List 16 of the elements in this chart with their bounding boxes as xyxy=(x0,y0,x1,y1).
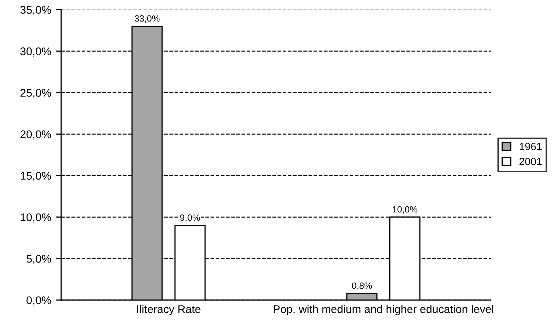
legend-label: 2001 xyxy=(520,158,542,166)
data-label: 0,8% xyxy=(352,282,372,290)
x-tick-label: Pop. with medium and higher education level xyxy=(274,305,494,316)
y-tick-label: 15,0% xyxy=(21,172,52,182)
y-tick-label: 5,0% xyxy=(26,255,52,264)
data-label: 33,0% xyxy=(134,16,160,23)
data-label: 10,0% xyxy=(393,206,418,214)
data-label: 9,0% xyxy=(180,214,200,222)
y-tick-label: 0,0% xyxy=(26,296,52,306)
x-tick-label: Iliteracy Rate xyxy=(137,305,201,316)
y-tick-label: 35,0% xyxy=(20,6,52,16)
y-tick-label: 10,0% xyxy=(21,214,52,223)
y-tick-label: 30,0% xyxy=(20,48,52,57)
y-tick-label: 20,0% xyxy=(20,130,52,140)
legend-label: 1961 xyxy=(520,143,542,150)
y-tick-label: 25,0% xyxy=(20,89,52,98)
